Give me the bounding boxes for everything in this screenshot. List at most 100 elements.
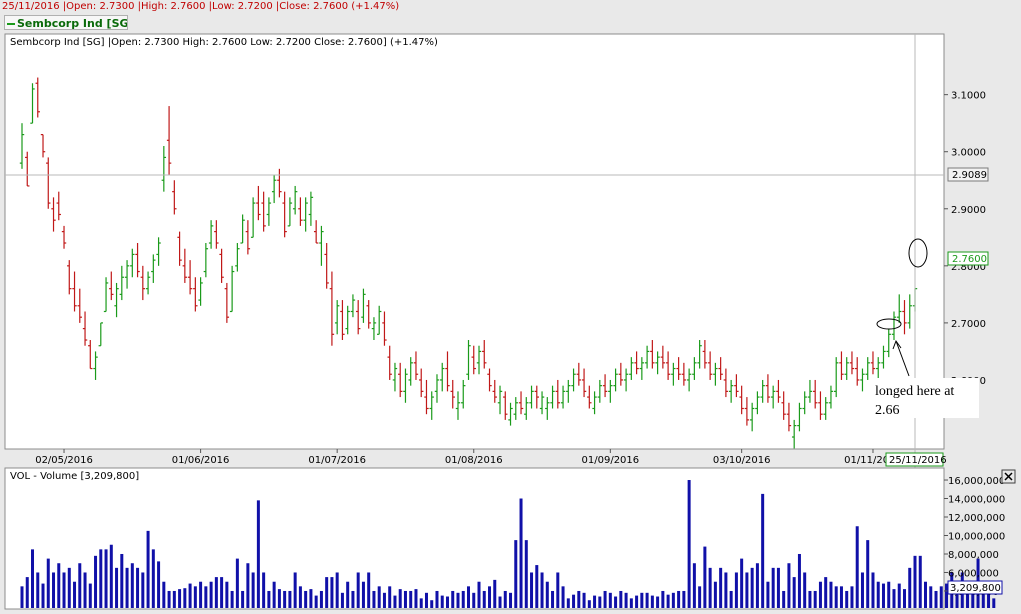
ohlc-bar [35,77,40,118]
ohlc-bar [392,362,398,392]
ohlc-bar [723,368,729,398]
ohlc-bar [870,351,876,375]
ohlc-bar [834,357,839,398]
ohlc-bar [671,362,676,386]
volume-bar [78,563,82,608]
volume-bar [761,493,765,608]
ohlc-bar [697,340,702,369]
volume-bar [587,600,591,608]
annotation-text-line2: 2.66 [875,403,900,418]
volume-bar [199,581,203,608]
volume-bar [209,581,213,608]
volume-bar [839,586,843,608]
price-plot-bg[interactable] [4,33,945,450]
ohlc-bar [245,220,251,255]
volume-bar [577,590,581,608]
volume-bar [277,589,281,608]
ohlc-bar [644,345,650,369]
volume-bar [235,558,239,608]
ohlc-bar [266,197,272,226]
ohlc-bar [229,265,235,313]
ohlc-bar [844,357,849,380]
volume-bar [545,581,549,608]
ohlc-bar [156,237,161,266]
volume-bar [335,572,339,608]
price-tick-label: 3.1000 [951,91,986,102]
volume-bar [966,590,970,608]
volume-bar [981,586,985,608]
ohlc-bar [524,397,529,420]
last-volume-box [947,580,1003,595]
volume-bar [503,590,507,608]
volume-bar [850,586,854,608]
annotation-arrow-line [895,340,910,377]
volume-bar [871,572,875,608]
volume-bar [834,586,838,608]
ohlc-bar [161,146,167,192]
volume-bar [136,567,140,608]
price-series [19,77,918,449]
ohlc-bar [681,362,687,386]
ohlc-bar [855,357,860,386]
ohlc-bar [387,345,392,380]
ohlc-bar [566,379,571,403]
volume-bar [640,592,644,608]
volume-bar [934,590,938,608]
ohlc-bar [818,391,823,420]
ohlc-bar [224,282,230,323]
ohlc-bar [802,391,807,415]
volume-bar [776,567,780,608]
volume-bar [766,581,770,608]
ohlc-bar [503,391,508,420]
ohlc-bar [424,379,429,415]
ohlc-bar [282,191,287,238]
ohlc-bar [865,357,870,380]
ohlc-bar [371,317,377,341]
volume-bar [566,598,570,608]
ohlc-bar [487,368,492,392]
volume-bar [367,572,371,608]
ohlc-bar [613,368,618,392]
annotation-ellipse-last [908,238,928,268]
volume-bar [388,586,392,608]
volume-bar [572,594,576,608]
volume-bar [666,594,670,608]
price-tick-label: 2.9000 [951,205,986,216]
volume-bar [41,583,45,608]
close-icon[interactable] [1004,472,1013,481]
volume-bar [498,596,502,608]
volume-bar [467,586,470,608]
volume-bar [67,567,71,608]
volume-bar [88,583,92,608]
volume-bar [687,480,691,608]
ohlc-bar [124,260,130,289]
volume-bar [435,590,439,608]
ohlc-bar [707,351,713,380]
volume-bar [94,555,98,608]
volume-bar [288,590,292,608]
legend-chip[interactable]: Sembcorp Ind [SG] [4,15,128,30]
volume-bar [319,590,323,608]
price-tick-label: 3.0000 [951,148,986,159]
ohlc-bar [313,220,319,244]
volume-bar [614,596,618,608]
volume-plot-bg[interactable] [4,467,945,610]
volume-bar [393,595,397,608]
ohlc-bar [497,385,503,415]
ohlc-bar [82,311,88,346]
ohlc-bar [776,379,781,403]
volume-bar [430,600,434,608]
ohlc-bar [492,379,497,403]
volume-bar [141,572,145,608]
price-tick-label: 2.8000 [951,262,986,273]
ohlc-bar [450,379,455,409]
close-button[interactable] [1001,469,1016,484]
ohlc-bar [686,368,692,392]
volume-bar [188,583,192,608]
volume-bar [881,583,885,608]
ohlc-bar [324,243,329,289]
volume-bar [346,581,350,608]
volume-bar [902,589,906,608]
